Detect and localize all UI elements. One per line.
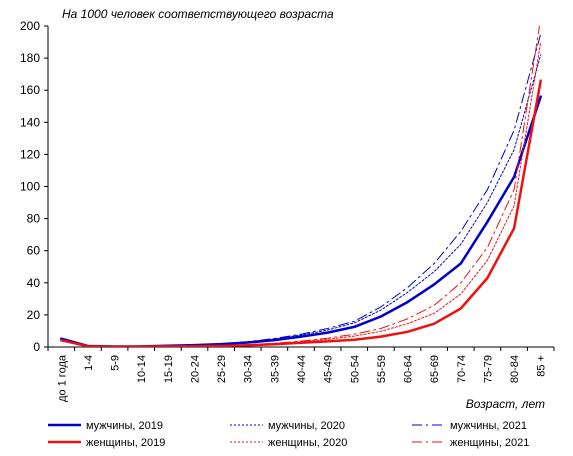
series-line-0 [60,95,542,347]
legend-label: женщины, 2021 [450,437,529,449]
y-tick-label: 180 [20,51,40,65]
x-tick-label: 35-39 [269,355,281,383]
x-tick-label: 75-79 [482,355,494,383]
x-tick-label: 1-4 [83,355,95,371]
legend-item: мужчины, 2020 [230,420,345,432]
legend-item: женщины, 2020 [230,437,347,449]
series-line-1 [60,54,542,347]
x-tick-label: 20-24 [189,355,201,383]
y-tick-label: 60 [27,244,41,258]
x-tick-label: 50-54 [349,355,361,383]
y-axis-label: На 1000 человек соответствующего возраст… [62,7,334,21]
legend-label: женщины, 2020 [268,437,347,449]
plot-lines [60,26,542,347]
legend-label: мужчины, 2020 [268,420,345,432]
legend-item: мужчины, 2021 [412,420,527,432]
legend-item: мужчины, 2019 [48,420,163,432]
y-tick-label: 200 [20,19,40,33]
x-tick-label: 5-9 [110,355,122,371]
x-tick-label: 80-84 [509,355,521,383]
x-axis: до 1 года 1-4 5-9 10-14 15-19 20-24 25-29 30-34… [47,346,555,402]
x-tick-label: до 1 года [56,354,68,402]
legend-item: женщины, 2019 [48,437,165,449]
x-tick-label: 25-29 [216,355,228,383]
x-tick-label: 15-19 [163,355,175,383]
x-tick-label: 70-74 [456,355,468,383]
x-tick-label: 60-64 [403,355,415,383]
x-tick-label: 65-69 [429,355,441,383]
x-tick-label: 85 + [536,355,548,377]
x-tick-label: 45-49 [323,355,335,383]
y-axis: 0 20 40 60 80 100 120 140 160 180 200 [20,19,49,354]
x-tick-label: 10-14 [136,355,148,383]
y-tick-label: 20 [27,308,41,322]
legend-label: мужчины, 2021 [450,420,527,432]
y-tick-label: 80 [27,212,41,226]
y-tick-label: 160 [20,83,40,97]
x-tick-label: 40-44 [296,355,308,383]
y-tick-label: 120 [20,147,40,161]
y-tick-label: 0 [33,340,40,354]
legend-item: женщины, 2021 [412,437,529,449]
x-tick-label: 30-34 [243,355,255,383]
legend-label: мужчины, 2019 [86,420,163,432]
legend-label: женщины, 2019 [86,437,165,449]
y-tick-label: 40 [27,276,41,290]
series-line-5 [60,26,540,347]
y-tick-label: 100 [20,180,40,194]
series-line-3 [60,79,542,347]
legend: мужчины, 2019 мужчины, 2020 мужчины, 2021 ж… [48,420,529,449]
x-tick-label: 55-59 [376,355,388,383]
x-axis-label: Возраст, лет [466,397,545,411]
y-tick-label: 140 [20,115,40,129]
